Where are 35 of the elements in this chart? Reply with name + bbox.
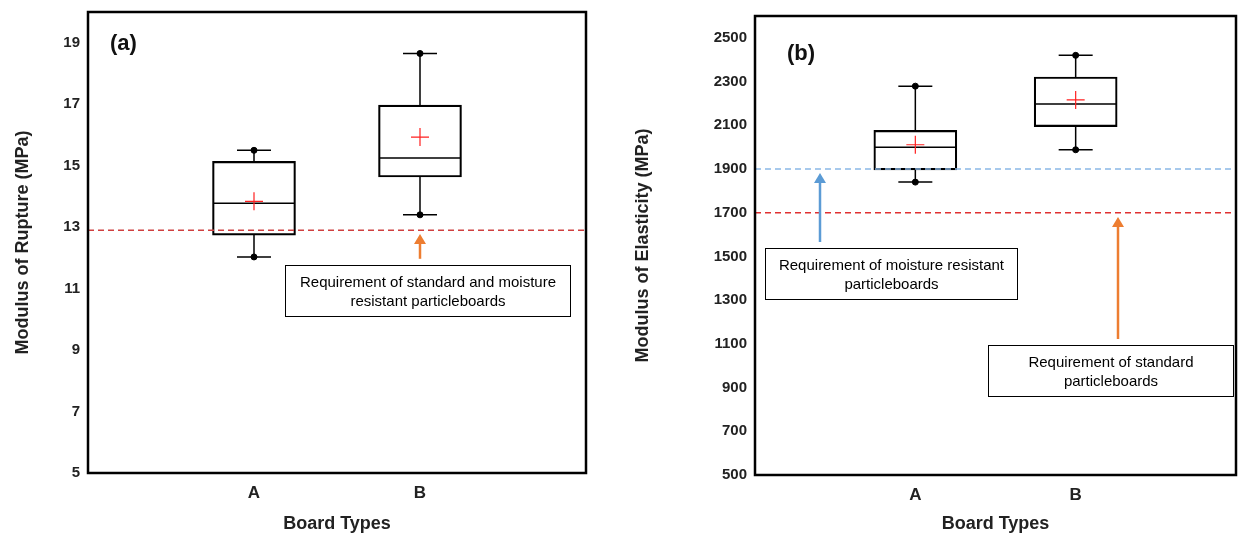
annotation: Requirement of standard particleboards: [1028, 353, 1194, 389]
x-axis-title: Board Types: [941, 513, 1050, 534]
y-tick-label: 1700: [713, 202, 747, 220]
note-frame: Requirement of standard and moisture resistant particleboards: [285, 265, 571, 317]
y-tick-label: 1300: [713, 290, 747, 308]
y-tick-label: 2100: [713, 115, 747, 133]
y-tick-label: 13: [63, 217, 80, 235]
y-tick-label: 5: [71, 463, 80, 481]
y-tick-label: 1500: [713, 246, 747, 264]
x-tick-label: A: [247, 482, 261, 502]
x-tick-label: B: [1069, 484, 1082, 504]
y-axis-title: Modulus of Elasticity (MPa): [631, 128, 652, 363]
y-tick-label: 9: [71, 340, 80, 358]
y-tick-label: 1100: [714, 334, 747, 351]
y-tick-label: 900: [721, 377, 747, 395]
annotation: (a): [110, 30, 137, 56]
y-tick-label: 15: [63, 155, 80, 173]
x-tick-label: A: [909, 484, 922, 504]
y-tick-label: 11: [64, 278, 80, 296]
y-tick-label: 17: [63, 94, 80, 112]
y-tick-label: 500: [721, 465, 747, 483]
annotation: (b): [787, 40, 816, 66]
note-frame: Requirement of moisture resistant particleboards: [765, 248, 1018, 300]
annotation: Requirement of standard and moisture resistant particleboards: [300, 273, 556, 309]
y-tick-label: 2300: [713, 71, 747, 89]
y-tick-label: 700: [721, 421, 747, 439]
y-tick-label: 2500: [713, 28, 747, 45]
annotation: Requirement of moisture resistant particleboards: [778, 256, 1005, 292]
y-tick-label: 19: [63, 32, 80, 50]
x-tick-label: B: [413, 482, 427, 502]
y-axis-title: Modulus of Rupture (MPa): [11, 130, 32, 355]
note-frame: Requirement of standard particleboards: [988, 345, 1234, 397]
y-tick-label: 7: [71, 401, 80, 419]
x-axis-title: Board Types: [283, 513, 391, 534]
y-tick-label: 1900: [713, 159, 747, 177]
